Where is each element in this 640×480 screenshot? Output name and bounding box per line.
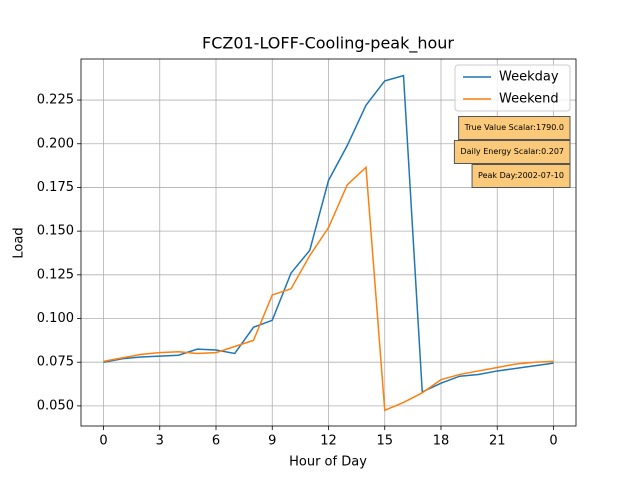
y-tick-label: 0.150	[37, 224, 74, 239]
plot-frame	[80, 58, 577, 427]
x-tick-label: 6	[212, 434, 220, 449]
legend-label: Weekday	[499, 70, 559, 85]
x-tick-label: 12	[320, 434, 337, 449]
y-tick-label: 0.075	[37, 355, 74, 370]
x-axis-label: Hour of Day	[289, 455, 367, 470]
annotation: Daily Energy Scalar:0.207	[460, 147, 564, 156]
annotation: True Value Scalar:1790.0	[464, 123, 564, 132]
x-tick-label: 3	[156, 434, 164, 449]
annotation-box	[458, 116, 571, 140]
annotation: Peak Day:2002-07-10	[478, 171, 564, 180]
chart-title: FCZ01-LOFF-Cooling-peak_hour	[202, 34, 454, 54]
x-tick-label: 15	[376, 434, 393, 449]
y-tick-label: 0.200	[37, 136, 74, 151]
x-tick-label: 0	[99, 434, 107, 449]
x-tick-label: 0	[549, 434, 557, 449]
y-tick-label: 0.100	[37, 311, 74, 326]
data-line	[103, 165, 554, 412]
x-tick-label: 21	[489, 434, 506, 449]
x-tick-label: 18	[433, 434, 450, 449]
y-tick-label: 0.050	[37, 398, 74, 413]
legend-label: Weekend	[499, 92, 559, 107]
annotation-box	[453, 140, 571, 164]
y-tick-label: 0.225	[37, 93, 74, 108]
y-tick-label: 0.175	[37, 180, 74, 195]
y-axis-label: Load	[12, 227, 27, 258]
data-line	[103, 74, 554, 394]
y-tick-label: 0.125	[37, 267, 74, 282]
x-tick-label: 9	[268, 434, 276, 449]
annotation-box	[471, 164, 571, 188]
